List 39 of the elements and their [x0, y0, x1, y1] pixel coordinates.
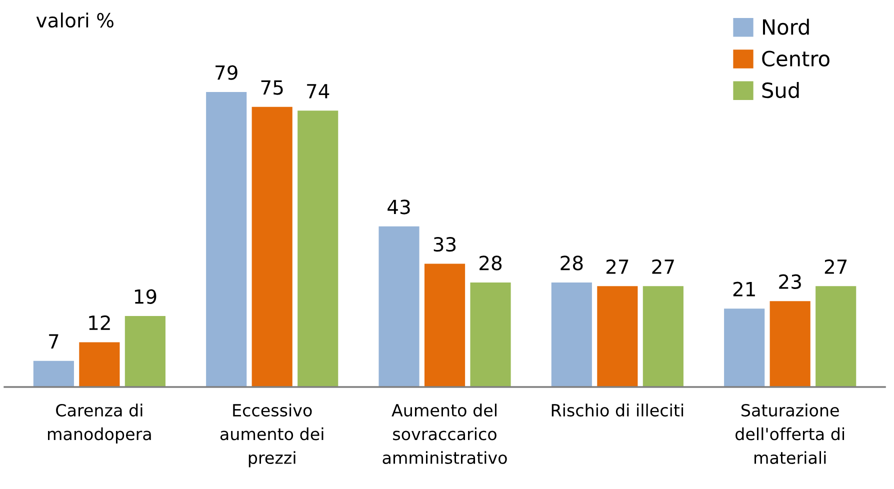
data-label: 43 — [388, 200, 410, 214]
bar — [79, 342, 120, 387]
data-label: 28 — [480, 256, 502, 270]
bar — [770, 301, 810, 387]
bar — [378, 226, 420, 387]
bar — [424, 264, 466, 387]
data-label: 19 — [134, 289, 156, 304]
bar — [470, 282, 511, 387]
data-label: 74 — [307, 84, 330, 98]
bar — [206, 92, 247, 387]
bar — [551, 282, 592, 387]
legend-label: Sud — [762, 82, 799, 98]
data-label: 28 — [560, 256, 583, 270]
bar — [724, 308, 765, 387]
data-label: 7 — [49, 334, 58, 348]
bar — [124, 316, 166, 387]
x-tick-label: Carenza di manodopera — [48, 404, 151, 444]
x-tick-label: Aumento del sovraccarico amministrativo — [382, 404, 507, 464]
legend-label: Centro — [762, 50, 830, 67]
data-label: 12 — [89, 315, 110, 330]
legend-label: Nord — [763, 18, 809, 35]
data-label: 21 — [733, 282, 755, 296]
data-label: 27 — [824, 259, 847, 274]
bar — [816, 286, 856, 387]
bar — [642, 286, 684, 387]
chart-subtitle: valori % — [36, 12, 114, 28]
data-label: 23 — [779, 274, 801, 290]
x-tick-label: Rischio di illeciti — [552, 404, 684, 417]
data-label: 27 — [652, 259, 674, 274]
bar — [252, 106, 292, 387]
data-label: 27 — [606, 259, 628, 274]
data-label: 33 — [434, 236, 456, 252]
bar — [33, 360, 74, 387]
data-label: 75 — [261, 80, 283, 95]
x-tick-label: Saturazione dell'offerta di materiali — [736, 404, 844, 464]
bar — [597, 286, 638, 387]
x-tick-label: Eccessivo aumento dei prezzi — [220, 404, 324, 468]
data-label: 79 — [216, 65, 238, 80]
bar — [298, 110, 338, 387]
